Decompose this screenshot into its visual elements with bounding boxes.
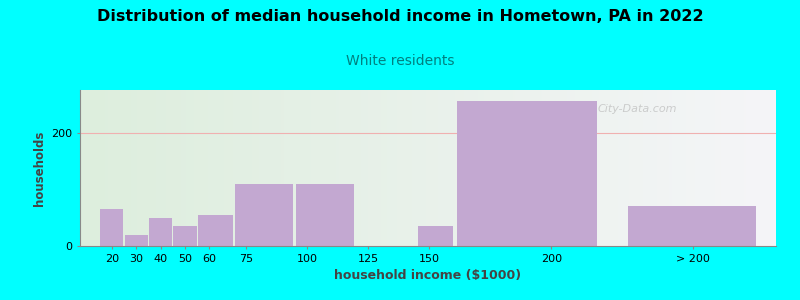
- Bar: [297, 184, 354, 246]
- Bar: [235, 184, 294, 246]
- Bar: [198, 215, 233, 246]
- Y-axis label: households: households: [33, 130, 46, 206]
- Text: White residents: White residents: [346, 54, 454, 68]
- Bar: [125, 235, 148, 246]
- Text: Distribution of median household income in Hometown, PA in 2022: Distribution of median household income …: [97, 9, 703, 24]
- Bar: [458, 101, 597, 246]
- Bar: [100, 209, 123, 246]
- Bar: [149, 218, 172, 246]
- X-axis label: household income ($1000): household income ($1000): [334, 269, 522, 282]
- Text: City-Data.com: City-Data.com: [597, 104, 677, 114]
- Bar: [628, 206, 755, 246]
- Bar: [418, 226, 453, 246]
- Bar: [174, 226, 197, 246]
